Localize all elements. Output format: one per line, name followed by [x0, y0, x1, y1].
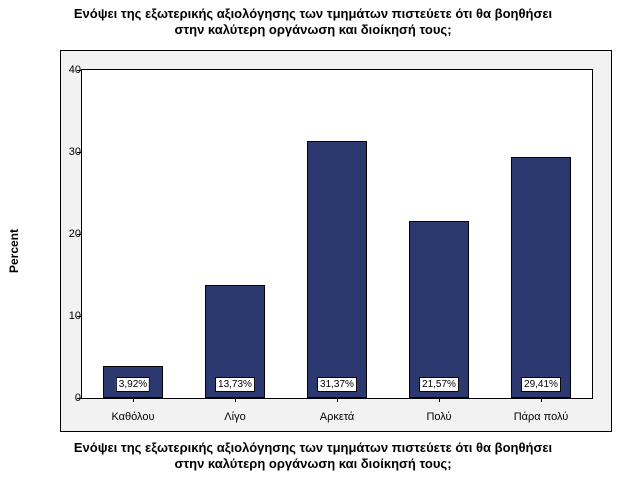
x-tick-mark	[337, 398, 338, 402]
chart-title-line1: Ενόψει της εξωτερικής αξιολόγησης των τμ…	[74, 6, 552, 21]
y-tick-mark	[77, 70, 81, 71]
y-tick-mark	[77, 152, 81, 153]
x-axis-label: Ενόψει της εξωτερικής αξιολόγησης των τμ…	[0, 434, 626, 471]
plot-outer: 3,92%13,73%31,37%21,57%29,41% 010203040Κ…	[60, 50, 612, 432]
bar: 31,37%	[307, 141, 366, 398]
bar-value-label: 3,92%	[116, 377, 150, 392]
y-axis-label: Percent	[7, 228, 21, 272]
bar-value-label: 13,73%	[215, 377, 255, 392]
bar: 21,57%	[409, 221, 468, 398]
x-tick-mark	[133, 398, 134, 402]
x-axis-label-line2: στην καλύτερη οργάνωση και διοίκησή τους…	[174, 456, 451, 471]
x-tick-label: Αρκετά	[320, 411, 355, 423]
x-tick-label: Λίγο	[224, 411, 245, 423]
y-tick-mark	[77, 234, 81, 235]
bar-value-label: 21,57%	[419, 377, 459, 392]
x-tick-mark	[235, 398, 236, 402]
x-tick-mark	[439, 398, 440, 402]
chart-title-line2: στην καλύτερη οργάνωση και διοίκησή τους…	[174, 22, 451, 37]
x-tick-mark	[541, 398, 542, 402]
bar-value-label: 31,37%	[317, 377, 357, 392]
bar: 29,41%	[511, 157, 570, 398]
x-axis-label-line1: Ενόψει της εξωτερικής αξιολόγησης των τμ…	[74, 440, 552, 455]
bar: 3,92%	[103, 366, 162, 398]
y-tick-mark	[77, 398, 81, 399]
chart-title: Ενόψει της εξωτερικής αξιολόγησης των τμ…	[0, 0, 626, 37]
x-tick-label: Καθόλου	[111, 411, 154, 423]
plot-area: 3,92% 13,73% 31,37% 21,57% 29,41%	[81, 69, 593, 399]
y-tick-mark	[77, 316, 81, 317]
bar-value-label: 29,41%	[521, 377, 561, 392]
x-tick-label: Πολύ	[426, 411, 451, 423]
chart-container: Ενόψει της εξωτερικής αξιολόγησης των τμ…	[0, 0, 626, 501]
x-tick-label: Πάρα πολύ	[514, 411, 569, 423]
bar: 13,73%	[205, 285, 264, 398]
